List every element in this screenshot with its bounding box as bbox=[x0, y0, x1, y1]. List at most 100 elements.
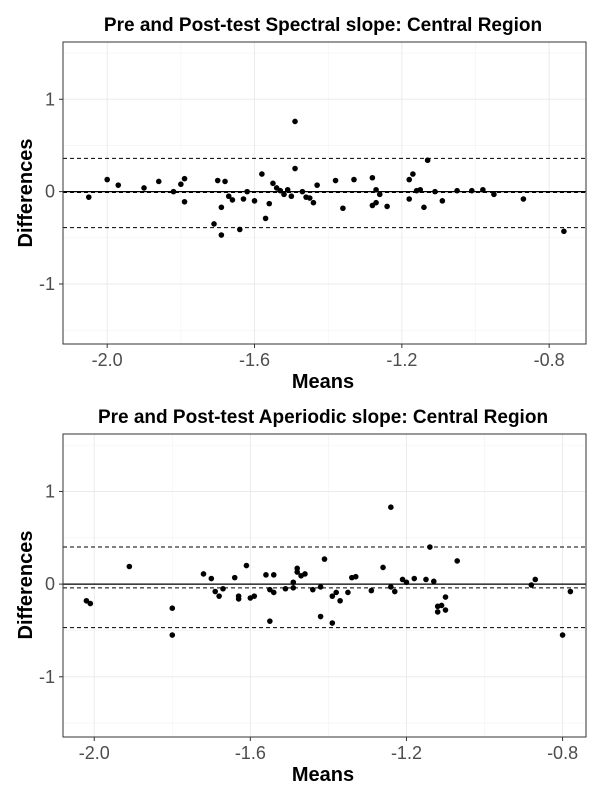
data-point bbox=[218, 232, 225, 238]
data-point bbox=[491, 191, 497, 198]
data-point bbox=[126, 563, 133, 570]
data-point bbox=[208, 575, 215, 582]
y-tick-label: 1 bbox=[45, 481, 55, 501]
data-point bbox=[212, 588, 219, 595]
data-point bbox=[225, 193, 232, 200]
chart-panel-spectral: Pre and Post-test Spectral slope: Centra… bbox=[15, 15, 587, 393]
data-point bbox=[329, 593, 336, 599]
data-point bbox=[294, 569, 300, 575]
data-point bbox=[299, 188, 306, 195]
x-tick-label: -0.8 bbox=[534, 350, 565, 370]
x-tick-label: -1.6 bbox=[239, 350, 270, 370]
data-point bbox=[244, 188, 250, 195]
data-point bbox=[442, 594, 449, 600]
data-point bbox=[290, 585, 297, 591]
data-point bbox=[170, 188, 177, 195]
data-point bbox=[251, 593, 258, 599]
y-axis-label: Differences bbox=[15, 139, 37, 248]
data-point bbox=[231, 574, 238, 581]
data-point bbox=[200, 571, 207, 577]
chart-title: Pre and Post-test Spectral slope: Centra… bbox=[104, 15, 542, 36]
data-point bbox=[259, 171, 265, 177]
data-point bbox=[236, 226, 243, 233]
data-point bbox=[469, 187, 475, 194]
data-point bbox=[430, 578, 437, 585]
plot-area: -2.0 -1.6 -1.2 -0.8 -1 0 1 bbox=[39, 41, 587, 370]
data-point bbox=[229, 197, 236, 203]
data-point bbox=[321, 556, 328, 562]
data-point bbox=[345, 589, 351, 596]
data-point bbox=[423, 576, 429, 583]
data-point bbox=[309, 586, 316, 593]
data-point bbox=[384, 203, 390, 210]
data-point bbox=[263, 572, 269, 578]
data-point bbox=[141, 185, 147, 191]
data-point bbox=[169, 605, 176, 612]
data-point bbox=[427, 544, 433, 550]
data-point bbox=[373, 186, 379, 193]
data-point bbox=[317, 613, 324, 620]
plot-area: -2.0 -1.6 -1.2 -0.8 -1 0 1 bbox=[39, 433, 587, 763]
data-point bbox=[87, 600, 94, 607]
data-point bbox=[235, 596, 242, 602]
data-point bbox=[442, 607, 449, 613]
x-tick-label: -1.2 bbox=[391, 743, 422, 763]
data-point bbox=[211, 221, 217, 227]
x-axis-label: Means bbox=[292, 764, 354, 786]
data-point bbox=[282, 585, 289, 592]
y-tick-label: -1 bbox=[39, 667, 55, 687]
data-point bbox=[337, 597, 343, 604]
data-point bbox=[454, 187, 460, 194]
data-point bbox=[376, 191, 383, 198]
data-point bbox=[410, 171, 416, 177]
y-tick-label: 1 bbox=[45, 89, 55, 109]
data-point bbox=[277, 187, 284, 194]
x-axis-label: Means bbox=[292, 371, 354, 393]
data-point bbox=[438, 602, 445, 609]
data-point bbox=[181, 175, 188, 182]
data-point bbox=[567, 588, 574, 595]
x-tick-label: -0.8 bbox=[547, 743, 578, 763]
data-point bbox=[169, 632, 176, 638]
data-point bbox=[380, 564, 386, 571]
data-point bbox=[351, 176, 357, 183]
data-point bbox=[270, 180, 276, 187]
x-tick-label: -2.0 bbox=[79, 743, 110, 763]
data-point bbox=[290, 579, 297, 586]
data-point bbox=[222, 178, 228, 185]
data-point bbox=[391, 588, 398, 595]
data-point bbox=[388, 584, 394, 590]
data-point bbox=[434, 609, 441, 615]
y-axis-label: Differences bbox=[15, 531, 37, 640]
data-point bbox=[411, 575, 418, 582]
data-point bbox=[432, 188, 438, 195]
x-tick-label: -1.2 bbox=[386, 350, 417, 370]
y-tick-label: -1 bbox=[39, 274, 55, 294]
plot-background bbox=[63, 434, 586, 737]
data-point bbox=[104, 176, 110, 183]
data-point bbox=[561, 228, 567, 235]
chart-title: Pre and Post-test Aperiodic slope: Centr… bbox=[98, 407, 548, 428]
data-point bbox=[332, 177, 339, 184]
data-point bbox=[85, 194, 92, 200]
data-point bbox=[218, 204, 225, 211]
x-tick-label: -1.6 bbox=[235, 743, 266, 763]
chart-panel-aperiodic: Pre and Post-test Aperiodic slope: Centr… bbox=[15, 407, 587, 786]
data-point bbox=[439, 198, 446, 204]
data-point bbox=[178, 181, 184, 188]
data-point bbox=[243, 562, 250, 569]
panel-border bbox=[62, 41, 587, 345]
data-point bbox=[155, 178, 162, 185]
data-point bbox=[302, 571, 308, 577]
data-point bbox=[369, 174, 376, 181]
data-point bbox=[532, 576, 539, 583]
y-tick-label: 0 bbox=[45, 182, 55, 202]
data-point bbox=[403, 579, 410, 586]
data-point bbox=[267, 618, 273, 624]
data-point bbox=[270, 572, 277, 578]
data-point bbox=[352, 573, 359, 580]
data-point bbox=[292, 118, 298, 125]
data-point bbox=[454, 558, 461, 564]
data-point bbox=[559, 632, 566, 638]
